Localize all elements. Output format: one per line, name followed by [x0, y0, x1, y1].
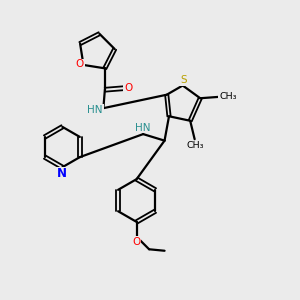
- Text: O: O: [132, 237, 140, 247]
- Text: O: O: [76, 59, 84, 69]
- Text: O: O: [124, 83, 133, 93]
- Text: S: S: [180, 75, 187, 85]
- Text: HN: HN: [135, 123, 151, 133]
- Text: N: N: [57, 167, 67, 180]
- Text: CH₃: CH₃: [187, 141, 204, 150]
- Text: HN: HN: [87, 105, 103, 115]
- Text: CH₃: CH₃: [219, 92, 237, 101]
